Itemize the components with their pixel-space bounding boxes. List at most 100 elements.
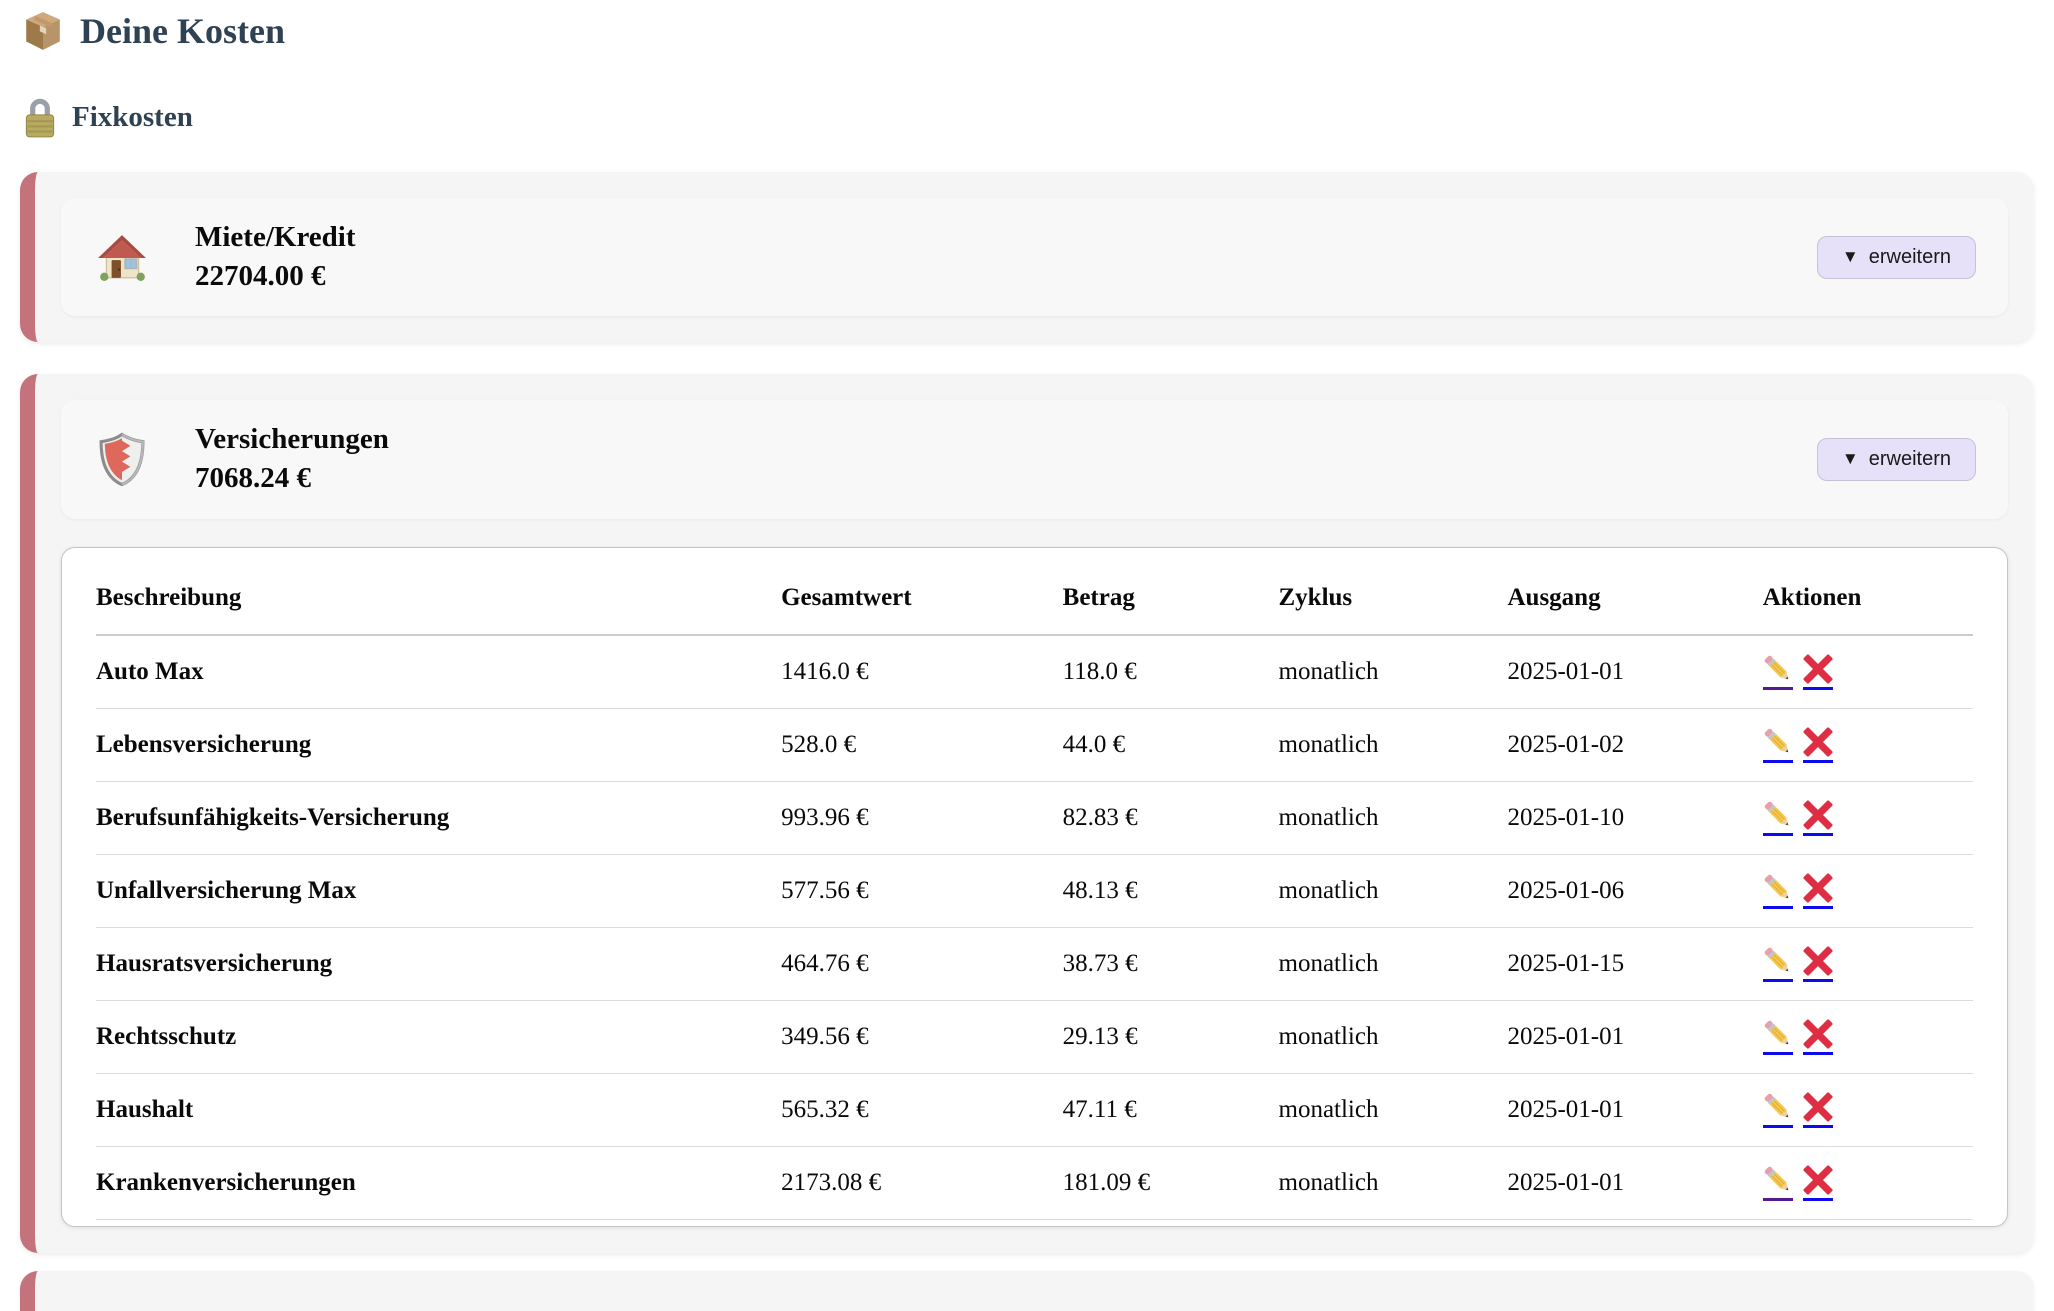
cell-amount: 118.0 € xyxy=(1062,634,1279,709)
insurance-table: Beschreibung Gesamtwert Betrag Zyklus Au… xyxy=(96,569,1973,1220)
cell-cycle: monatlich xyxy=(1278,927,1508,1001)
cell-date: 2025-01-02 xyxy=(1507,708,1763,782)
house-icon xyxy=(93,232,151,282)
expand-button-versicherungen[interactable]: ▼ erweitern xyxy=(1816,437,1976,481)
shield-icon xyxy=(93,432,151,487)
section-title: Fixkosten xyxy=(22,94,2034,140)
table-row: Rechtsschutz 349.56 € 29.13 € monatlich … xyxy=(96,1000,1973,1074)
page-title-text: Deine Kosten xyxy=(80,11,285,51)
package-icon xyxy=(22,10,64,52)
card-title: Miete/Kredit xyxy=(195,221,356,253)
cell-total: 349.56 € xyxy=(781,1000,1063,1074)
cell-total: 528.0 € xyxy=(781,708,1063,782)
cell-date: 2025-01-01 xyxy=(1507,1146,1763,1220)
cell-amount: 29.13 € xyxy=(1062,1000,1279,1074)
cell-cycle: monatlich xyxy=(1278,634,1508,709)
row-actions xyxy=(1762,1018,1973,1055)
cell-cycle: monatlich xyxy=(1278,854,1508,928)
cell-cycle: monatlich xyxy=(1278,1000,1508,1074)
cell-amount: 47.11 € xyxy=(1062,1073,1279,1147)
card-header: Miete/Kredit 22704.00 € ▼ erweitern xyxy=(61,198,2008,317)
cell-total: 1416.0 € xyxy=(781,634,1063,709)
page-title: Deine Kosten xyxy=(20,10,2034,52)
cell-description: Lebensversicherung xyxy=(96,708,782,782)
row-actions xyxy=(1762,945,1973,982)
col-header-gesamtwert: Gesamtwert xyxy=(781,569,1063,636)
expand-button-label: erweitern xyxy=(1868,245,1951,268)
delete-link[interactable] xyxy=(1802,726,1833,763)
col-header-beschreibung: Beschreibung xyxy=(96,569,782,636)
cell-date: 2025-01-06 xyxy=(1507,854,1763,928)
edit-link[interactable] xyxy=(1762,1018,1793,1055)
delete-link[interactable] xyxy=(1802,1018,1833,1055)
cell-cycle: monatlich xyxy=(1278,1073,1508,1147)
pencil-icon xyxy=(1763,653,1792,683)
pencil-icon xyxy=(1763,1091,1792,1121)
edit-link[interactable] xyxy=(1762,1164,1793,1201)
row-actions xyxy=(1762,799,1973,836)
cell-amount: 181.09 € xyxy=(1062,1146,1279,1220)
table-row: Berufsunfähigkeits-Versicherung 993.96 €… xyxy=(96,781,1973,855)
cell-amount: 38.73 € xyxy=(1062,927,1279,1001)
edit-link[interactable] xyxy=(1762,872,1793,909)
delete-link[interactable] xyxy=(1802,653,1833,690)
delete-link[interactable] xyxy=(1802,799,1833,836)
pencil-icon xyxy=(1763,799,1792,829)
cost-card-versicherungen: Versicherungen 7068.24 € ▼ erweitern Bes… xyxy=(20,374,2034,1253)
row-actions xyxy=(1762,1164,1973,1201)
red-x-icon xyxy=(1802,799,1833,830)
pencil-icon xyxy=(1763,726,1792,756)
section-title-text: Fixkosten xyxy=(72,100,193,133)
card-amount: 7068.24 € xyxy=(195,462,311,495)
delete-link[interactable] xyxy=(1802,872,1833,909)
cell-date: 2025-01-15 xyxy=(1507,927,1763,1001)
cell-cycle: monatlich xyxy=(1278,708,1508,782)
red-x-icon xyxy=(1802,1018,1833,1049)
card-title: Versicherungen xyxy=(195,423,389,456)
row-actions xyxy=(1762,726,1973,763)
pencil-icon xyxy=(1763,1018,1792,1048)
cell-total: 565.32 € xyxy=(781,1073,1063,1147)
edit-link[interactable] xyxy=(1762,945,1793,982)
cell-cycle: monatlich xyxy=(1278,781,1508,855)
cost-card-miete-kredit: Miete/Kredit 22704.00 € ▼ erweitern xyxy=(20,172,2034,343)
cell-cycle: monatlich xyxy=(1278,1146,1508,1220)
cell-description: Auto Max xyxy=(96,634,782,709)
table-header-row: Beschreibung Gesamtwert Betrag Zyklus Au… xyxy=(96,569,1973,636)
card-header: Versicherungen 7068.24 € ▼ erweitern xyxy=(61,400,2008,519)
table-row: Unfallversicherung Max 577.56 € 48.13 € … xyxy=(96,854,1973,928)
cell-description: Krankenversicherungen xyxy=(96,1146,782,1220)
cell-total: 993.96 € xyxy=(781,781,1063,855)
insurance-table-card: Beschreibung Gesamtwert Betrag Zyklus Au… xyxy=(61,546,2008,1227)
red-x-icon xyxy=(1802,1091,1833,1122)
card-titles: Versicherungen 7068.24 € xyxy=(195,420,389,498)
col-header-aktionen: Aktionen xyxy=(1762,569,1973,636)
card-titles: Miete/Kredit 22704.00 € xyxy=(195,218,356,296)
delete-link[interactable] xyxy=(1802,1091,1833,1128)
cell-amount: 44.0 € xyxy=(1062,708,1279,782)
red-x-icon xyxy=(1802,945,1833,976)
table-row: Hausratsversicherung 464.76 € 38.73 € mo… xyxy=(96,927,1973,1001)
row-actions xyxy=(1762,1091,1973,1128)
cell-description: Rechtsschutz xyxy=(96,1000,782,1074)
delete-link[interactable] xyxy=(1802,945,1833,982)
table-row: Auto Max 1416.0 € 118.0 € monatlich 2025… xyxy=(96,634,1973,709)
cell-amount: 82.83 € xyxy=(1062,781,1279,855)
edit-link[interactable] xyxy=(1762,1091,1793,1128)
edit-link[interactable] xyxy=(1762,799,1793,836)
edit-link[interactable] xyxy=(1762,726,1793,763)
chevron-down-icon: ▼ xyxy=(1841,449,1859,469)
edit-link[interactable] xyxy=(1762,653,1793,690)
red-x-icon xyxy=(1802,1164,1833,1195)
cell-date: 2025-01-01 xyxy=(1507,1073,1763,1147)
col-header-betrag: Betrag xyxy=(1062,569,1279,636)
red-x-icon xyxy=(1802,653,1833,684)
cell-description: Hausratsversicherung xyxy=(96,927,782,1001)
delete-link[interactable] xyxy=(1802,1164,1833,1201)
row-actions xyxy=(1762,872,1973,909)
red-x-icon xyxy=(1802,726,1833,757)
pencil-icon xyxy=(1763,872,1792,902)
expand-button-label: erweitern xyxy=(1868,447,1951,470)
next-card-sliver xyxy=(20,1270,2034,1311)
expand-button-miete[interactable]: ▼ erweitern xyxy=(1816,235,1976,279)
